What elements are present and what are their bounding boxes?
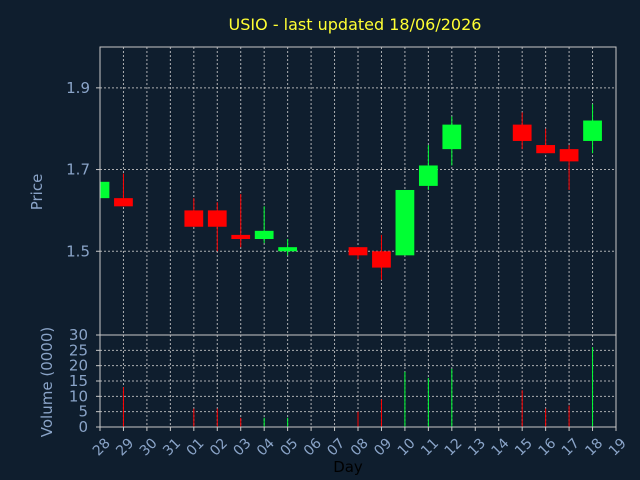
candle-body	[442, 124, 462, 150]
candle-body	[184, 210, 204, 227]
volume-axis-label: Volume (0000)	[38, 327, 56, 437]
price-candles	[100, 104, 602, 280]
candle-body	[114, 198, 133, 207]
volume-bars	[99, 347, 594, 427]
candle-body	[536, 145, 556, 154]
candle-body	[278, 247, 298, 252]
price-panel: 1.5 1.7 1.9 Price	[28, 46, 617, 336]
price-tick-label: 1.9	[66, 79, 90, 97]
price-tick-label: 1.7	[66, 161, 90, 179]
volume-tick-label: 20	[69, 357, 88, 375]
candle-body	[395, 189, 415, 256]
volume-tick-label: 5	[78, 403, 88, 421]
chart-title: USIO - last updated 18/06/2026	[229, 15, 482, 34]
candle-body	[512, 124, 532, 141]
price-y-ticks: 1.5 1.7 1.9	[66, 79, 100, 260]
price-tick-label: 1.5	[66, 242, 90, 260]
x-axis-label: Day	[333, 458, 363, 476]
candle-body	[231, 234, 251, 239]
candle-body	[559, 149, 579, 162]
volume-tick-label: 10	[69, 387, 88, 405]
candle-body	[348, 247, 368, 256]
candle-body	[418, 165, 438, 186]
candle-body	[100, 181, 110, 199]
candle-body	[372, 251, 391, 268]
price-axis-label: Price	[28, 174, 46, 211]
volume-tick-label: 25	[69, 341, 88, 359]
volume-tick-label: 30	[69, 326, 88, 344]
candle-body	[207, 210, 227, 227]
candle-body	[583, 120, 602, 141]
candle-body	[254, 230, 274, 239]
volume-tick-label: 0	[78, 418, 88, 436]
volume-tick-label: 15	[69, 372, 88, 390]
